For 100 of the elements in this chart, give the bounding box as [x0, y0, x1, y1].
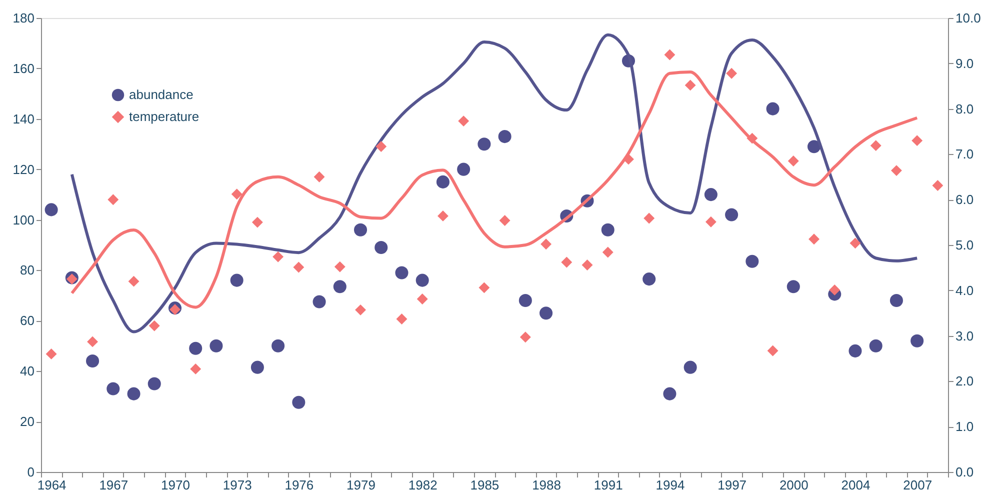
- point: [890, 294, 903, 307]
- point: [272, 251, 284, 262]
- x-tick-label: 1991: [594, 478, 623, 492]
- point: [725, 208, 738, 222]
- y2-tick-label: 10.0: [956, 10, 981, 26]
- point: [333, 280, 346, 294]
- x-tick-label: 1988: [532, 478, 561, 492]
- y-tick-label: 40: [20, 364, 34, 379]
- point: [704, 188, 718, 202]
- point: [786, 280, 800, 294]
- y2-tick-label: 4.0: [956, 282, 974, 298]
- x-tick-label: 1982: [408, 478, 438, 492]
- x-tick-label: 1979: [346, 478, 376, 492]
- point: [293, 262, 304, 273]
- x-tick-label: 2004: [841, 478, 870, 492]
- point: [437, 210, 448, 222]
- line-series: [70, 33, 919, 334]
- point: [766, 102, 780, 116]
- x-tick-label: 2007: [903, 478, 932, 492]
- point: [912, 135, 923, 146]
- point: [252, 216, 263, 228]
- point: [582, 260, 593, 270]
- line-series: [70, 70, 919, 309]
- point: [230, 274, 244, 287]
- point: [726, 68, 738, 79]
- point: [870, 140, 882, 152]
- y2-tick-label: 1.0: [956, 419, 974, 434]
- point: [910, 334, 924, 348]
- point: [355, 304, 366, 316]
- y2-tick-label: 0.0: [956, 464, 974, 480]
- point: [602, 246, 614, 258]
- point: [869, 339, 882, 352]
- point: [850, 238, 861, 249]
- point: [684, 80, 696, 91]
- point: [498, 130, 512, 144]
- point: [66, 274, 78, 285]
- point: [127, 387, 140, 400]
- y-tick-label: 140: [12, 111, 34, 126]
- point: [458, 116, 470, 127]
- x-tick-label: 1994: [656, 478, 685, 492]
- point: [540, 306, 553, 320]
- point: [540, 238, 552, 250]
- point: [601, 223, 614, 236]
- point: [190, 363, 202, 374]
- point: [148, 377, 161, 390]
- point: [416, 294, 428, 305]
- y2-tick-label: 3.0: [956, 328, 974, 344]
- point: [767, 345, 778, 356]
- y2-tick-label: 2.0: [956, 374, 974, 389]
- point: [644, 212, 655, 224]
- point: [848, 344, 862, 358]
- point: [108, 194, 119, 206]
- point: [210, 339, 223, 352]
- point: [932, 180, 944, 192]
- x-tick-label: 2000: [779, 478, 808, 492]
- legend-label: temperature: [129, 109, 200, 124]
- point: [148, 320, 160, 332]
- y-tick-label: 180: [12, 10, 34, 26]
- point: [106, 382, 120, 396]
- y2-tick-label: 6.0: [956, 192, 974, 208]
- legend-label: abundance: [129, 87, 194, 102]
- point: [416, 274, 429, 287]
- y-tick-label: 120: [12, 162, 34, 177]
- point: [829, 284, 840, 296]
- point: [436, 175, 450, 188]
- y-tick-label: 0: [27, 464, 34, 480]
- point: [189, 342, 202, 355]
- x-tick-label: 1973: [222, 478, 252, 492]
- point: [250, 360, 264, 374]
- x-tick-label: 1970: [161, 478, 190, 492]
- y-tick-label: 60: [20, 313, 34, 328]
- y2-tick-label: 5.0: [956, 238, 974, 252]
- y-tick-label: 80: [20, 262, 34, 278]
- point: [518, 294, 532, 307]
- point: [663, 387, 676, 400]
- y2-tick-label: 9.0: [956, 56, 974, 71]
- point: [87, 336, 98, 348]
- point: [807, 140, 821, 154]
- y-tick-label: 100: [12, 212, 34, 228]
- point: [314, 171, 325, 182]
- point: [231, 188, 242, 200]
- point: [478, 138, 491, 151]
- y2-tick-label: 7.0: [956, 146, 974, 162]
- point: [272, 339, 285, 352]
- point: [376, 141, 387, 152]
- point: [395, 266, 408, 280]
- point: [374, 241, 388, 254]
- point: [808, 234, 820, 245]
- y-tick-label: 20: [20, 414, 34, 430]
- x-tick-label: 1997: [718, 478, 747, 492]
- point: [292, 396, 306, 409]
- point: [354, 223, 368, 236]
- point: [46, 348, 57, 360]
- point: [561, 256, 572, 268]
- point: [664, 49, 676, 60]
- point: [890, 165, 902, 176]
- x-tick-label: 1967: [99, 478, 128, 492]
- point: [788, 156, 799, 166]
- x-tick-label: 1976: [284, 478, 314, 492]
- x-tick-label: 1964: [37, 478, 66, 492]
